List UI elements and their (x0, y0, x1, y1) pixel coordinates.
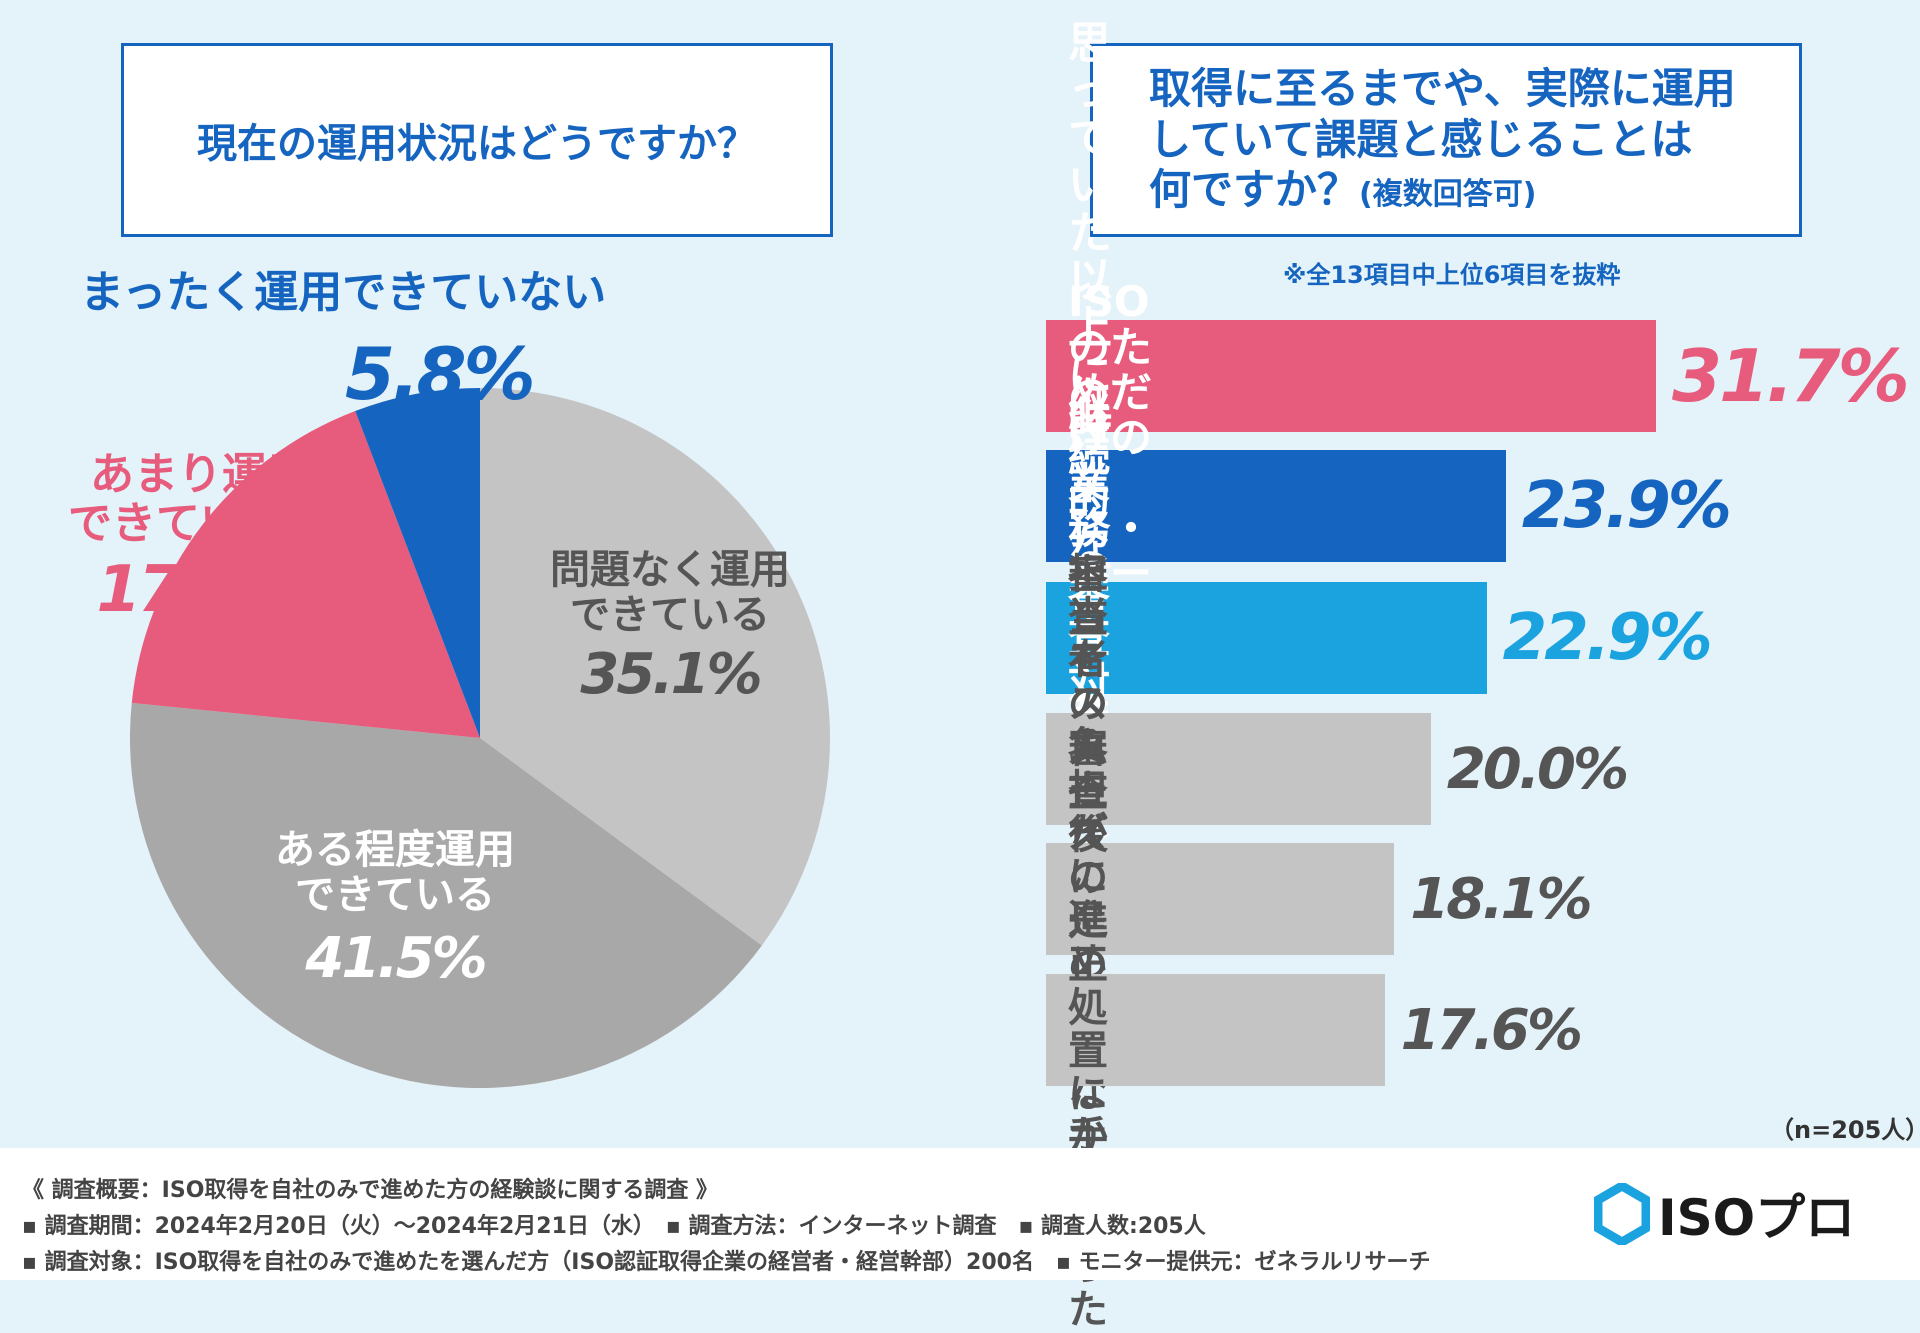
bar-value-2: 22.9% (1502, 601, 1713, 675)
pie-label-2-line2: できていない (68, 498, 332, 550)
pie-slice-2 (131, 410, 480, 738)
top6-note: ※全13項目中上位6項目を抜粋 (1283, 261, 1621, 289)
pie-label-0-line2: できている (570, 591, 770, 638)
pie-value-2: 17.6% (96, 552, 306, 627)
right-question-line1: 取得に至るまでや、実際に運用 (1149, 64, 1736, 114)
pie-value-1: 41.5% (305, 925, 487, 991)
pie-label-slice-0: 問題なく運用 できている 35.1% (520, 548, 820, 706)
pie-label-0-line1: 問題なく運用 (550, 547, 790, 593)
pie-label-slice-1: ある程度運用 できている 41.5% (235, 828, 555, 990)
pie-slice-3 (355, 388, 480, 738)
pie-label-1-line2: できている (295, 871, 495, 918)
pie-value-0: 35.1% (580, 641, 762, 707)
pie-label-slice-3: まったく運用できていない (80, 268, 730, 317)
bar-1 (1046, 450, 1506, 562)
sample-size-note: （n=205人） (1770, 1116, 1920, 1144)
bar-4 (1046, 843, 1395, 955)
hexagon-logo-icon (1594, 1183, 1650, 1245)
pie-label-slice-2: あまり運用 できていない 17.6% (50, 450, 350, 626)
left-question-text: 現在の運用状況はどうですか？ (197, 121, 757, 167)
footer: 《 調査概要：ISO取得を自社のみで進めた方の経験談に関する調査 》 ▪ 調査期… (0, 1148, 1920, 1280)
pie-value-3: 5.8% (345, 332, 536, 416)
pie-slice-1 (129, 702, 762, 1088)
footer-line3: ▪ 調査対象：ISO取得を自社のみで進めたを選んだ方（ISO認証取得企業の経営者… (22, 1250, 1431, 1275)
logo-text: ISOプロ (1658, 1189, 1856, 1247)
left-question-box: 現在の運用状況はどうですか？ (121, 43, 833, 237)
right-question-line2: していて課題と感じることは (1149, 114, 1693, 164)
bar-0 (1046, 320, 1656, 432)
bar-2 (1046, 582, 1487, 694)
footer-line1: 《 調査概要：ISO取得を自社のみで進めた方の経験談に関する調査 》 (22, 1178, 719, 1203)
right-question-sub: (複数回答可) (1359, 177, 1537, 213)
bar-value-0: 31.7% (1672, 334, 1910, 418)
bar-value-1: 23.9% (1521, 469, 1732, 543)
right-question-box: 取得に至るまでや、実際に運用 していて課題と感じることは 何ですか？(複数回答可… (1090, 43, 1802, 237)
bar-value-4: 18.1% (1410, 866, 1592, 932)
bar-value-3: 20.0% (1446, 736, 1629, 802)
pie-chart (129, 388, 831, 1088)
bar-label-5: 審査後の是正処置に 手間取った (1068, 727, 1108, 1333)
bar-3 (1046, 713, 1431, 825)
bar-value-5: 17.6% (1400, 997, 1583, 1063)
bar-5 (1046, 974, 1385, 1086)
footer-line2: ▪ 調査期間：2024年2月20日（火）～2024年2月21日（水） ▪ 調査方… (22, 1214, 1206, 1239)
pie-label-3-line1: まったく運用できていない (80, 267, 607, 318)
pie-label-1-line1: ある程度運用 (275, 827, 515, 873)
right-question-line3: 何ですか？ (1149, 165, 1360, 215)
pie-slice-0 (480, 388, 831, 946)
isopro-logo[interactable]: ISOプロ (1594, 1178, 1855, 1250)
pie-label-2-line1: あまり運用 (90, 449, 310, 500)
